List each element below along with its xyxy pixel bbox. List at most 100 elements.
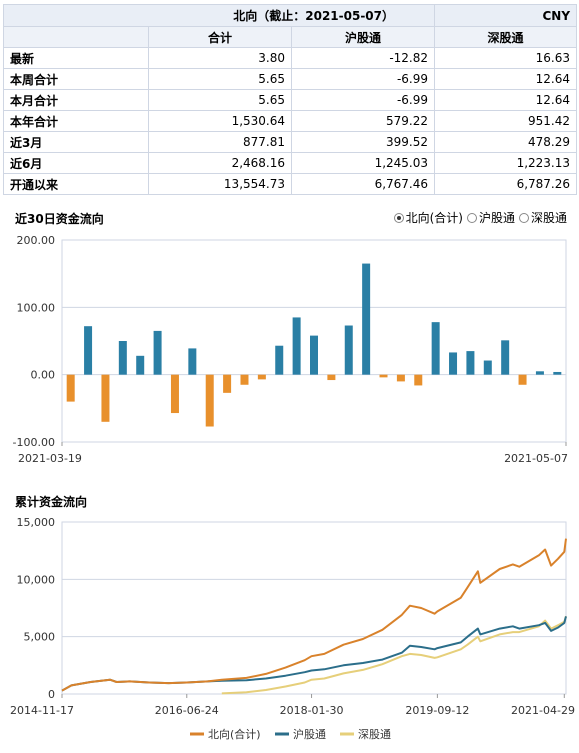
bar	[553, 371, 562, 375]
y-tick-label: 0.00	[31, 369, 56, 382]
radio-sz[interactable]: 深股通	[518, 209, 567, 226]
bar	[66, 374, 75, 402]
bar-chart-title: 近30日资金流向	[15, 212, 104, 226]
table-row: 本周合计 5.65 -6.99 12.64	[3, 68, 578, 90]
series-radio-group: 北向(合计) 沪股通 深股通	[393, 209, 567, 226]
bar	[327, 374, 336, 381]
bar	[153, 330, 162, 375]
table-header-row: 北向（截止：2021-05-07） CNY	[2, 4, 578, 27]
bar	[535, 371, 544, 375]
y-tick-label: 100.00	[17, 301, 56, 314]
radio-dot-icon	[393, 212, 404, 223]
radio-label: 深股通	[530, 211, 567, 225]
column-header-sh: 沪股通	[290, 26, 436, 48]
plot-frame	[61, 521, 567, 695]
y-tick-label: -100.00	[13, 436, 55, 449]
x-tick-label: 2018-01-30	[280, 704, 344, 717]
y-tick-label: 15,000	[17, 516, 56, 529]
table-row: 本年合计 1,530.64 579.22 951.42	[3, 110, 578, 132]
bar	[188, 348, 197, 375]
bar-chart: 200.00 100.00 0.00 -100.00 2021-03-19 2021-05…	[13, 234, 568, 465]
x-tick-label: 2016-06-24	[155, 704, 219, 717]
bar	[396, 374, 405, 382]
bar	[240, 374, 249, 385]
bar	[257, 374, 266, 380]
table-row: 近3月 877.81 399.52 478.29	[3, 131, 578, 153]
bar	[518, 374, 527, 385]
summary-table: 北向（截止：2021-05-07） CNY 合计 沪股通 深股通 最新 3.80-…	[2, 4, 578, 195]
bar	[223, 374, 232, 393]
table-title: 北向（截止：2021-05-07）	[2, 4, 436, 27]
y-tick-label: 5,000	[24, 631, 56, 644]
bar	[344, 325, 353, 375]
cell-sz: 951.42	[434, 110, 578, 132]
bar	[310, 335, 318, 375]
cell-total: 3.80	[148, 47, 292, 69]
cell-sh: 6,767.46	[290, 173, 436, 195]
cell-sh: 399.52	[290, 131, 436, 153]
radio-dot-icon	[518, 212, 529, 223]
row-label: 最新	[3, 47, 149, 69]
bar	[431, 322, 440, 375]
cell-sz: 1,223.13	[434, 152, 578, 174]
legend-label: 北向(合计)	[208, 727, 261, 741]
radio-label: 北向(合计)	[405, 211, 463, 225]
bar	[101, 374, 110, 422]
cell-sz: 6,787.26	[434, 173, 578, 195]
cell-total: 5.65	[148, 89, 292, 111]
bar	[449, 352, 458, 375]
cell-sh: -12.82	[290, 47, 436, 69]
x-tick-label: 2021-04-29	[511, 704, 575, 717]
plot-frame	[61, 239, 567, 443]
line-chart: 15,000 10,000 5,000 0 2014-11-17 2016-06-24 20…	[10, 516, 575, 741]
bar	[483, 360, 492, 375]
column-header-row: 合计 沪股通 深股通	[3, 26, 578, 48]
row-label: 近6月	[3, 152, 149, 174]
cell-total: 1,530.64	[148, 110, 292, 132]
row-label: 本周合计	[3, 68, 149, 90]
cell-total: 5.65	[148, 68, 292, 90]
bar	[118, 341, 127, 375]
bar	[466, 351, 475, 375]
row-label: 本月合计	[3, 89, 149, 111]
line-chart-title: 累计资金流向	[15, 495, 88, 509]
bar	[205, 374, 214, 427]
cell-total: 13,554.73	[148, 173, 292, 195]
cell-sz: 12.64	[434, 68, 578, 90]
cell-total: 2,468.16	[148, 152, 292, 174]
series-line	[61, 538, 567, 692]
bar	[414, 374, 423, 386]
x-tick-label: 2014-11-17	[10, 704, 74, 717]
cell-sz: 478.29	[434, 131, 578, 153]
radio-dot-icon	[466, 212, 477, 223]
bar	[136, 355, 145, 375]
bar	[379, 374, 388, 378]
row-label: 近3月	[3, 131, 149, 153]
cell-total: 877.81	[148, 131, 292, 153]
bar	[275, 345, 284, 375]
radio-label: 沪股通	[478, 211, 515, 225]
table-row: 本月合计 5.65 -6.99 12.64	[3, 89, 578, 111]
cell-sh: -6.99	[290, 89, 436, 111]
bar	[501, 340, 510, 375]
y-tick-label: 200.00	[17, 234, 56, 247]
row-label: 本年合计	[3, 110, 149, 132]
cell-sh: 579.22	[290, 110, 436, 132]
table-row: 最新 3.80 -12.82 16.63	[3, 47, 578, 69]
table-row: 近6月 2,468.16 1,245.03 1,223.13	[3, 152, 578, 174]
y-tick-label: 10,000	[17, 573, 56, 586]
cell-sh: 1,245.03	[290, 152, 436, 174]
column-header-empty	[3, 26, 149, 48]
table-row: 开通以来 13,554.73 6,767.46 6,787.26	[3, 173, 578, 195]
column-header-total: 合计	[148, 26, 292, 48]
bar	[84, 326, 93, 375]
bar	[362, 263, 371, 375]
y-tick-label: 0	[48, 688, 55, 701]
cell-sh: -6.99	[290, 68, 436, 90]
radio-sh[interactable]: 沪股通	[466, 209, 515, 226]
radio-total[interactable]: 北向(合计)	[393, 209, 463, 226]
cell-sz: 16.63	[434, 47, 578, 69]
x-tick-label: 2019-09-12	[405, 704, 469, 717]
bar	[170, 374, 179, 414]
legend-label: 沪股通	[293, 727, 326, 741]
